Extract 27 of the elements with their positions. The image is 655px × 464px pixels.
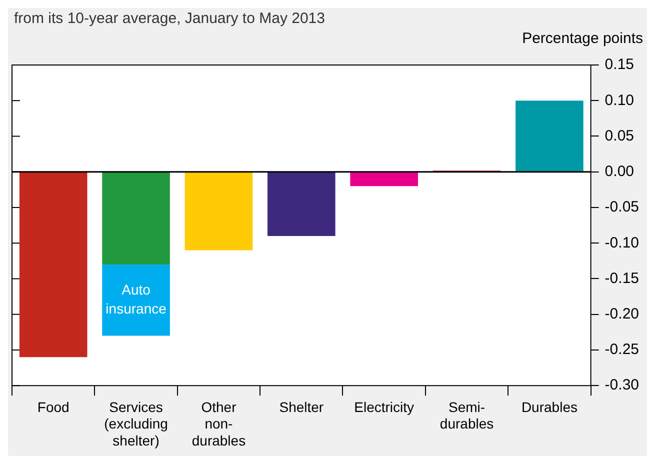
y-tick-label: -0.25 (604, 341, 640, 358)
x-tick-label: Other non-durables (192, 398, 246, 448)
x-tick-label: Food (37, 398, 70, 415)
bar (268, 172, 336, 236)
bar (102, 264, 170, 336)
bar (102, 172, 170, 264)
x-tick-label: Durables (521, 398, 578, 415)
bar (184, 172, 253, 250)
chart-subtitle: from its 10-year average, January to May 2013 (13, 9, 326, 29)
y-tick-label: -0.30 (604, 376, 640, 394)
x-tick-label: Services (excluding shelter) (104, 398, 168, 448)
bar (516, 100, 584, 172)
bar (350, 172, 418, 186)
y-tick-label: -0.15 (604, 270, 640, 287)
x-tick-label: Electricity (354, 398, 414, 415)
x-tick-label: Semi-durables (440, 398, 494, 432)
y-tick-label: -0.10 (604, 234, 640, 252)
y-tick-label: -0.05 (604, 198, 640, 216)
bar (19, 172, 88, 358)
y-tick-label: 0.10 (604, 92, 634, 109)
y-tick-label: 0.15 (604, 56, 634, 74)
y-tick-label: -0.20 (604, 305, 640, 322)
y-tick-label: 0.05 (604, 127, 634, 144)
y-axis-title: Percentage points (521, 30, 644, 49)
x-tick-label: Shelter (279, 398, 324, 415)
y-tick-label: 0.00 (604, 163, 634, 180)
series-label: Auto insurance (106, 281, 167, 316)
